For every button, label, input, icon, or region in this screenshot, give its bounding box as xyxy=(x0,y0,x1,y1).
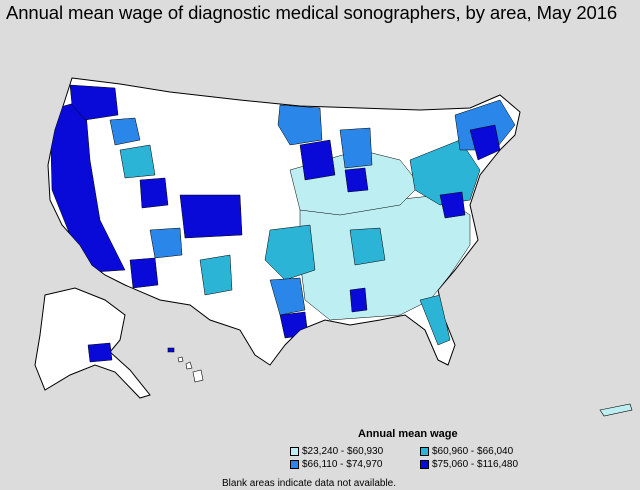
legend-label-2: $60,960 - $66,040 xyxy=(432,446,514,457)
legend-item-1: $23,240 - $60,930 xyxy=(290,446,383,457)
alaska xyxy=(34,287,151,399)
region-northeast xyxy=(469,124,501,161)
region-chicago xyxy=(344,167,369,193)
region-cyan-3 xyxy=(349,227,386,266)
region-colorado xyxy=(179,194,243,239)
region-blue-3 xyxy=(454,99,516,151)
region-cyan-4 xyxy=(199,254,233,296)
legend-swatch-4 xyxy=(420,460,429,469)
region-mississippi xyxy=(349,287,368,313)
region-dc xyxy=(439,191,466,219)
legend-swatch-1 xyxy=(290,447,299,456)
legend-label-1: $23,240 - $60,930 xyxy=(302,446,384,457)
region-arizona xyxy=(129,257,159,289)
region-pacific-nw xyxy=(69,84,119,121)
legend-swatch-2 xyxy=(420,447,429,456)
region-blue-2 xyxy=(339,127,373,169)
puerto-rico xyxy=(599,403,633,417)
region-cyan-2 xyxy=(264,224,316,281)
region-blue-4 xyxy=(269,277,306,316)
legend-item-3: $66,110 - $74,970 xyxy=(290,459,382,470)
wage-regions xyxy=(49,84,516,346)
footnote: Blank areas indicate data not available. xyxy=(222,478,397,489)
legend-item-2: $60,960 - $66,040 xyxy=(420,446,513,457)
region-wyoming xyxy=(139,177,169,209)
region-cyan-5 xyxy=(119,144,156,179)
legend-swatch-3 xyxy=(290,460,299,469)
region-minnesota xyxy=(299,139,336,181)
region-blue-1 xyxy=(277,104,323,146)
legend-label-3: $66,110 - $74,970 xyxy=(302,459,383,470)
region-blue-5 xyxy=(149,227,183,259)
legend-label-4: $75,060 - $116,480 xyxy=(432,459,519,470)
region-texas xyxy=(279,311,309,339)
legend-item-4: $75,060 - $116,480 xyxy=(420,459,518,470)
map-title: Annual mean wage of diagnostic medical s… xyxy=(6,2,618,23)
region-blue-6 xyxy=(109,117,141,146)
region-anchorage xyxy=(87,342,113,363)
legend-title: Annual mean wage xyxy=(358,428,458,440)
hawaii xyxy=(167,347,204,383)
